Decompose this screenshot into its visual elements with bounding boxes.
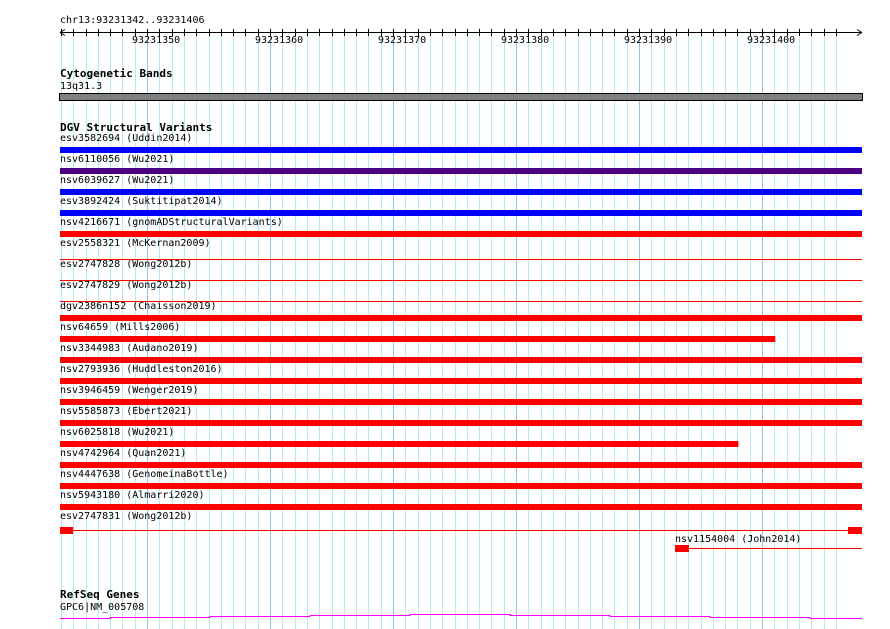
variant-label[interactable]: nsv3344983 (Audano2019) bbox=[60, 343, 199, 354]
variant-block[interactable] bbox=[60, 527, 73, 534]
variant-bar[interactable] bbox=[60, 231, 862, 237]
variant-label[interactable]: nsv4216671 (gnomADStructuralVariants) bbox=[60, 217, 283, 228]
variant-label[interactable]: nsv6039627 (Wu2021) bbox=[60, 175, 175, 186]
variant-label[interactable]: esv2747828 (Wong2012b) bbox=[60, 259, 193, 270]
ruler-tick-label: 93231400 bbox=[747, 35, 796, 46]
variant-label[interactable]: nsv4742964 (Quan2021) bbox=[60, 448, 187, 459]
ruler-tick-label: 93231360 bbox=[255, 35, 304, 46]
variant-bar[interactable] bbox=[60, 462, 862, 468]
ruler-tick-label: 93231350 bbox=[132, 35, 181, 46]
variant-bar[interactable] bbox=[60, 168, 862, 174]
variant-label[interactable]: dgv2386n152 (Chaisson2019) bbox=[60, 301, 217, 312]
variant-label[interactable]: nsv6110056 (Wu2021) bbox=[60, 154, 175, 165]
variant-bar[interactable] bbox=[60, 147, 862, 153]
cytoband-track-title[interactable]: Cytogenetic Bands bbox=[60, 67, 173, 80]
variant-bar[interactable] bbox=[60, 399, 862, 405]
cytoband-label: 13q31.3 bbox=[60, 81, 103, 92]
refseq-gene-feature[interactable] bbox=[60, 614, 862, 619]
variant-label[interactable]: nsv3946459 (Wenger2019) bbox=[60, 385, 199, 396]
variant-bar[interactable] bbox=[60, 483, 862, 489]
variant-bar[interactable] bbox=[60, 189, 862, 195]
ruler-location: chr13:93231342..93231406 bbox=[60, 15, 205, 26]
ruler-tick-label: 93231370 bbox=[378, 35, 427, 46]
variant-bar[interactable] bbox=[60, 504, 862, 510]
variant-label[interactable]: esv2558321 (McKernan2009) bbox=[60, 238, 211, 249]
variant-block[interactable] bbox=[848, 527, 862, 534]
variant-label[interactable]: nsv6025818 (Wu2021) bbox=[60, 427, 175, 438]
variant-bar[interactable] bbox=[60, 420, 862, 426]
variant-label-nsv1154004[interactable]: nsv1154004 (John2014) bbox=[675, 534, 802, 545]
refseq-gene-label[interactable]: GPC6|NM_005708 bbox=[60, 602, 145, 613]
variant-label[interactable]: nsv5585873 (Ebert2021) bbox=[60, 406, 193, 417]
variant-bar[interactable] bbox=[60, 336, 776, 342]
variant-bar[interactable] bbox=[60, 210, 862, 216]
variant-block[interactable] bbox=[675, 545, 689, 552]
variant-bar[interactable] bbox=[60, 441, 739, 447]
variant-bar[interactable] bbox=[60, 378, 862, 384]
variant-label[interactable]: esv3582694 (Uddin2014) bbox=[60, 133, 193, 144]
variant-label[interactable]: nsv64659 (Mills2006) bbox=[60, 322, 181, 333]
variant-bar[interactable] bbox=[60, 315, 862, 321]
dgv-track-title[interactable]: DGV Structural Variants bbox=[60, 121, 213, 134]
variant-label[interactable]: nsv2793936 (Huddleston2016) bbox=[60, 364, 223, 375]
variant-label[interactable]: esv2747831 (Wong2012b) bbox=[60, 511, 193, 522]
ruler-arrow-icon bbox=[59, 29, 863, 36]
variant-label[interactable]: esv2747829 (Wong2012b) bbox=[60, 280, 193, 291]
ruler-tick-label: 93231390 bbox=[624, 35, 673, 46]
variant-label[interactable]: esv3892424 (Suktitipat2014) bbox=[60, 196, 223, 207]
ruler-tick-label: 93231380 bbox=[501, 35, 550, 46]
variant-label[interactable]: nsv5943180 (Almarri2020) bbox=[60, 490, 205, 501]
variant-label[interactable]: nsv4447638 (GenomeinaBottle) bbox=[60, 469, 229, 480]
variant-bar[interactable] bbox=[60, 357, 862, 363]
refseq-track-title[interactable]: RefSeq Genes bbox=[60, 588, 140, 601]
cytoband-bar[interactable] bbox=[59, 93, 863, 101]
